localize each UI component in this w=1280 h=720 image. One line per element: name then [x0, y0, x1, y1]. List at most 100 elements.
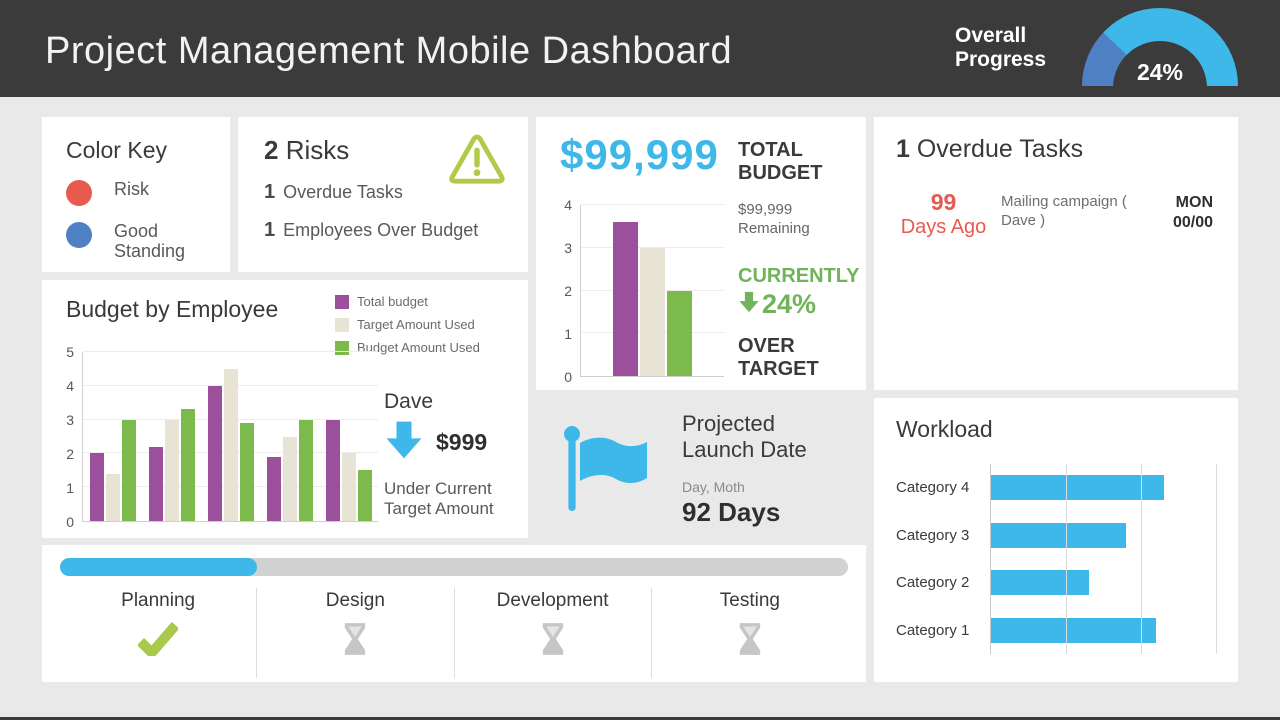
phase-development: Development: [453, 588, 651, 678]
bar-budget-amount-used: [357, 470, 372, 521]
currently-label: CURRENTLY: [738, 265, 860, 287]
phase-design: Design: [256, 588, 453, 678]
phase-testing: Testing: [650, 588, 848, 678]
launch-subtitle: Day, Moth: [682, 479, 745, 495]
legend-label: Target Amount Used: [357, 317, 475, 332]
bar-group: [207, 352, 254, 521]
phase-label: Planning: [121, 590, 196, 611]
phase-planning: Planning: [60, 588, 256, 678]
overdue-task-row: 99 Days Ago Mailing campaign ( Dave ) MO…: [896, 189, 1216, 239]
overdue-days: 99 Days Ago: [896, 189, 991, 239]
projected-launch-section: Projected Launch Date Day, Moth 92 Days: [536, 395, 866, 540]
gridline: [1065, 464, 1067, 654]
page-title: Project Management Mobile Dashboard: [45, 30, 733, 72]
legend-item: Target Amount Used: [335, 317, 480, 332]
gridline: [1216, 464, 1217, 654]
bar: [991, 570, 1089, 596]
bar-target-amount-used: [640, 247, 665, 376]
risks-count: 2: [264, 135, 279, 165]
over-target-label: OVER TARGET: [738, 335, 819, 380]
legend-label: Budget Amount Used: [357, 340, 480, 355]
warning-triangle-icon: [448, 133, 506, 192]
risk-item-label: Employees Over Budget: [283, 220, 479, 240]
footer-strip: [0, 717, 1280, 720]
gridline: [581, 246, 724, 248]
bar-total-budget: [148, 446, 163, 521]
bar-target-amount-used: [164, 419, 179, 521]
category-label: Category 1: [896, 621, 970, 639]
bar-target-amount-used: [282, 436, 297, 521]
risk-row: 1 Overdue Tasks: [264, 181, 528, 204]
budget-by-employee-card: Budget by Employee Total budget Target Am…: [42, 280, 528, 538]
gridline: [83, 351, 378, 352]
bar-target-amount-used: [341, 453, 356, 521]
bar: [991, 617, 1156, 643]
hourglass-icon: [540, 622, 566, 661]
category-label: Category 2: [896, 574, 970, 592]
legend-label: Total budget: [357, 294, 428, 309]
overdue-task-name: Mailing campaign ( Dave ): [1001, 193, 1127, 229]
project-phases-card: Planning Design Development Testing: [42, 545, 866, 682]
plot-area: [580, 204, 724, 377]
bar-budget-amount-used: [239, 422, 254, 521]
launch-days: 92 Days: [682, 497, 781, 527]
color-key-label: Good Standing: [114, 221, 186, 261]
plot-area: [990, 464, 1217, 654]
color-key-item-good-standing: Good Standing: [66, 221, 230, 262]
phase-label: Design: [325, 590, 385, 611]
launch-title: Projected Launch Date: [682, 411, 807, 463]
bar-group: [89, 352, 136, 521]
small-down-arrow-icon: [738, 291, 760, 318]
bar-total-budget: [89, 453, 104, 521]
bar-budget-amount-used: [298, 419, 313, 521]
budget-remaining: $99,999 Remaining: [738, 201, 810, 237]
risks-title-text: Risks: [285, 135, 350, 165]
risks-title: 2 Risks: [264, 135, 528, 166]
total-budget-amount: $99,999: [560, 131, 719, 178]
good-standing-dot-icon: [66, 222, 92, 248]
bar-group: [148, 352, 195, 521]
gridline: [581, 204, 724, 205]
risk-row: 1 Employees Over Budget: [264, 219, 528, 242]
legend-swatch: [335, 294, 349, 309]
gridline: [1140, 464, 1142, 654]
overdue-weekday: MON: [1175, 194, 1213, 211]
bar-budget-amount-used: [667, 290, 692, 376]
bar-total-budget: [207, 385, 222, 521]
category-label: Category 4: [896, 479, 970, 497]
phase-label: Development: [496, 590, 609, 611]
legend-swatch: [335, 317, 349, 332]
overdue-title-text: Overdue Tasks: [916, 135, 1084, 163]
overdue-date: 00/00: [1172, 214, 1213, 231]
bar-total-budget: [266, 456, 281, 521]
overall-progress-label: Overall Progress: [955, 24, 1047, 72]
bar-budget-amount-used: [121, 419, 136, 521]
flag-icon: [558, 423, 658, 520]
hourglass-icon: [737, 622, 763, 661]
overdue-title: 1 Overdue Tasks: [896, 135, 1238, 164]
progress-bar-fill: [60, 558, 257, 576]
overdue-task-date: MON 00/00: [1151, 189, 1213, 239]
bar-total-budget: [613, 222, 638, 376]
risk-dot-icon: [66, 180, 92, 206]
overall-progress-gauge: 24%: [1082, 8, 1238, 88]
bar-budget-amount-used: [180, 409, 195, 521]
hourglass-icon: [342, 622, 368, 661]
header-bar: Project Management Mobile Dashboard Over…: [0, 0, 1280, 97]
risks-card: 2 Risks 1 Overdue Tasks 1 Employees Over B…: [238, 117, 528, 272]
employee-note: Under Current Target Amount: [384, 479, 494, 519]
currently-value-row: 24%: [738, 289, 816, 320]
bar: [991, 475, 1164, 501]
overdue-tasks-card: 1 Overdue Tasks 99 Days Ago Mailing camp…: [874, 117, 1238, 390]
color-key-item-risk: Risk: [66, 179, 230, 206]
plot-area: [82, 351, 378, 522]
down-arrow-icon: [384, 420, 424, 465]
check-icon: [137, 621, 180, 661]
progress-bar-track: [60, 558, 848, 576]
overdue-days-value: 99: [930, 189, 957, 215]
